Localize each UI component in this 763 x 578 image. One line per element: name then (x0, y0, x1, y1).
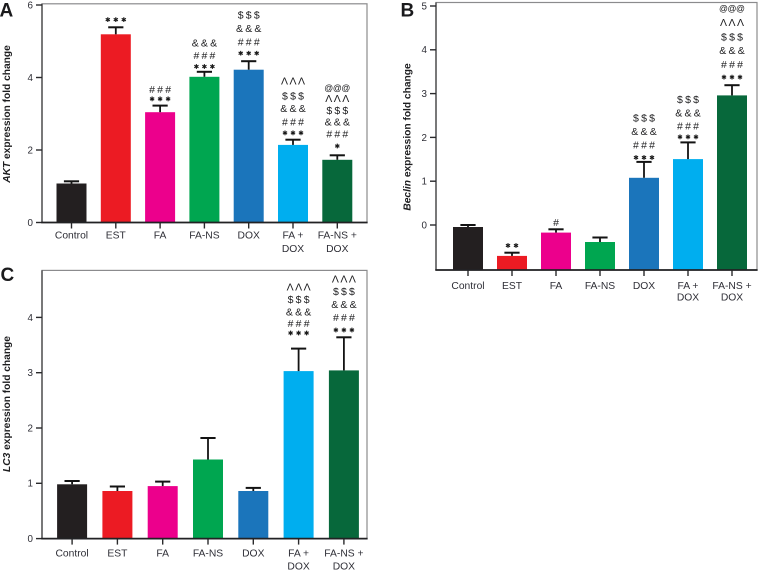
svg-text:FA +: FA + (678, 281, 699, 292)
svg-text:DOX: DOX (677, 293, 699, 304)
svg-text:B: B (401, 0, 415, 21)
svg-text:ΛΛΛ: ΛΛΛ (332, 274, 358, 286)
svg-text:FA-NS +: FA-NS + (318, 231, 357, 242)
svg-text:ΛΛΛ: ΛΛΛ (281, 75, 307, 87)
svg-text:2: 2 (28, 145, 33, 156)
svg-text:###: ### (633, 139, 657, 151)
svg-text:&&&: &&& (631, 126, 659, 138)
svg-text:###: ### (333, 312, 357, 324)
svg-text:&&&: &&& (236, 23, 264, 35)
svg-text:DOX: DOX (238, 231, 260, 242)
svg-text:DOX: DOX (721, 293, 743, 304)
svg-text:@@@: @@@ (719, 3, 745, 13)
svg-text:1: 1 (28, 479, 33, 490)
svg-text:FA: FA (156, 549, 169, 560)
svg-text:&&&: &&& (192, 37, 220, 49)
svg-text:DOX: DOX (333, 562, 355, 573)
svg-text:EST: EST (106, 231, 127, 242)
svg-text:###: ### (326, 128, 350, 140)
svg-text:0: 0 (28, 218, 34, 229)
svg-text:3: 3 (28, 368, 34, 379)
svg-text:AKT expression fold change: AKT expression fold change (2, 45, 13, 184)
svg-text:###: ### (721, 59, 745, 71)
svg-text:&&&: &&& (675, 108, 703, 120)
svg-text:4: 4 (422, 45, 428, 56)
svg-text:EST: EST (502, 281, 523, 292)
svg-text:DOX: DOX (287, 562, 309, 573)
svg-text:2: 2 (28, 423, 33, 434)
svg-text:&&&: &&& (280, 103, 308, 115)
svg-text:5: 5 (422, 1, 428, 12)
svg-text:3: 3 (422, 89, 428, 100)
svg-text:0: 0 (422, 220, 428, 231)
svg-text:FA: FA (154, 231, 167, 242)
svg-text:###: ### (238, 37, 262, 49)
svg-text:$$$: $$$ (677, 94, 701, 106)
svg-text:$$$: $$$ (282, 90, 306, 102)
svg-text:Control: Control (55, 549, 88, 560)
svg-text:4: 4 (28, 73, 34, 84)
svg-text:FA +: FA + (283, 231, 304, 242)
svg-text:ΛΛΛ: ΛΛΛ (325, 93, 351, 105)
svg-text:FA-NS +: FA-NS + (712, 281, 751, 292)
svg-text:FA-NS: FA-NS (189, 231, 219, 242)
svg-text:2: 2 (422, 133, 427, 144)
svg-text:DOX: DOX (633, 281, 655, 292)
svg-text:DOX: DOX (326, 244, 348, 255)
svg-text:Control: Control (451, 281, 484, 292)
svg-text:DOX: DOX (282, 244, 304, 255)
svg-text:###: ### (149, 84, 173, 96)
svg-text:DOX: DOX (242, 549, 264, 560)
svg-text:$$$: $$$ (288, 294, 312, 306)
svg-text:$$$: $$$ (333, 286, 357, 298)
svg-text:###: ### (193, 50, 217, 62)
svg-text:@@@: @@@ (324, 83, 350, 93)
svg-text:1: 1 (422, 177, 427, 188)
svg-text:Beclin expression fold change: Beclin expression fold change (403, 63, 414, 211)
svg-text:&&&: &&& (719, 45, 747, 57)
svg-text:0: 0 (28, 534, 34, 545)
svg-text:$$$: $$$ (633, 113, 657, 125)
svg-text:ΛΛΛ: ΛΛΛ (720, 17, 746, 29)
svg-text:EST: EST (107, 549, 128, 560)
svg-text:6: 6 (28, 0, 34, 11)
svg-text:C: C (1, 265, 15, 286)
svg-text:FA +: FA + (288, 549, 309, 560)
svg-text:FA: FA (550, 281, 563, 292)
svg-text:A: A (0, 0, 14, 21)
svg-text:&&&: &&& (286, 307, 314, 319)
svg-text:###: ### (677, 121, 701, 133)
svg-text:$$$: $$$ (721, 31, 745, 43)
svg-text:FA-NS: FA-NS (193, 549, 223, 560)
svg-text:LC3 expression fold change: LC3 expression fold change (2, 336, 13, 472)
svg-text:ΛΛΛ: ΛΛΛ (287, 282, 313, 294)
svg-text:#: # (553, 217, 561, 229)
svg-text:$$$: $$$ (238, 10, 262, 22)
svg-text:FA-NS +: FA-NS + (324, 549, 363, 560)
svg-text:4: 4 (28, 313, 34, 324)
svg-text:&&&: &&& (325, 117, 353, 129)
svg-text:$$$: $$$ (326, 105, 350, 117)
svg-text:###: ### (282, 117, 306, 129)
svg-text:Control: Control (55, 231, 88, 242)
svg-text:FA-NS: FA-NS (585, 281, 615, 292)
svg-text:###: ### (288, 318, 312, 330)
svg-text:&&&: &&& (331, 299, 359, 311)
